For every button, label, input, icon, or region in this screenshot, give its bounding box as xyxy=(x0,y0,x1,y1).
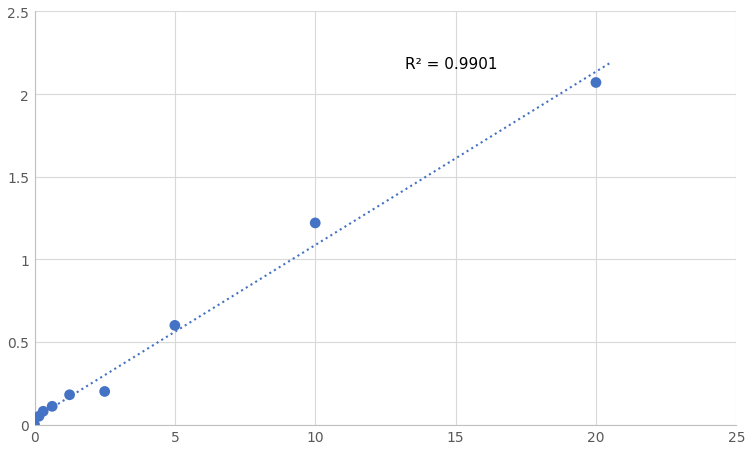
Point xyxy=(590,80,602,87)
Point xyxy=(64,391,76,399)
Point xyxy=(169,322,181,329)
Point xyxy=(29,421,41,428)
Text: R² = 0.9901: R² = 0.9901 xyxy=(405,57,498,72)
Point xyxy=(99,388,111,395)
Point xyxy=(33,413,45,420)
Point xyxy=(46,403,58,410)
Point xyxy=(37,408,49,415)
Point xyxy=(309,220,321,227)
